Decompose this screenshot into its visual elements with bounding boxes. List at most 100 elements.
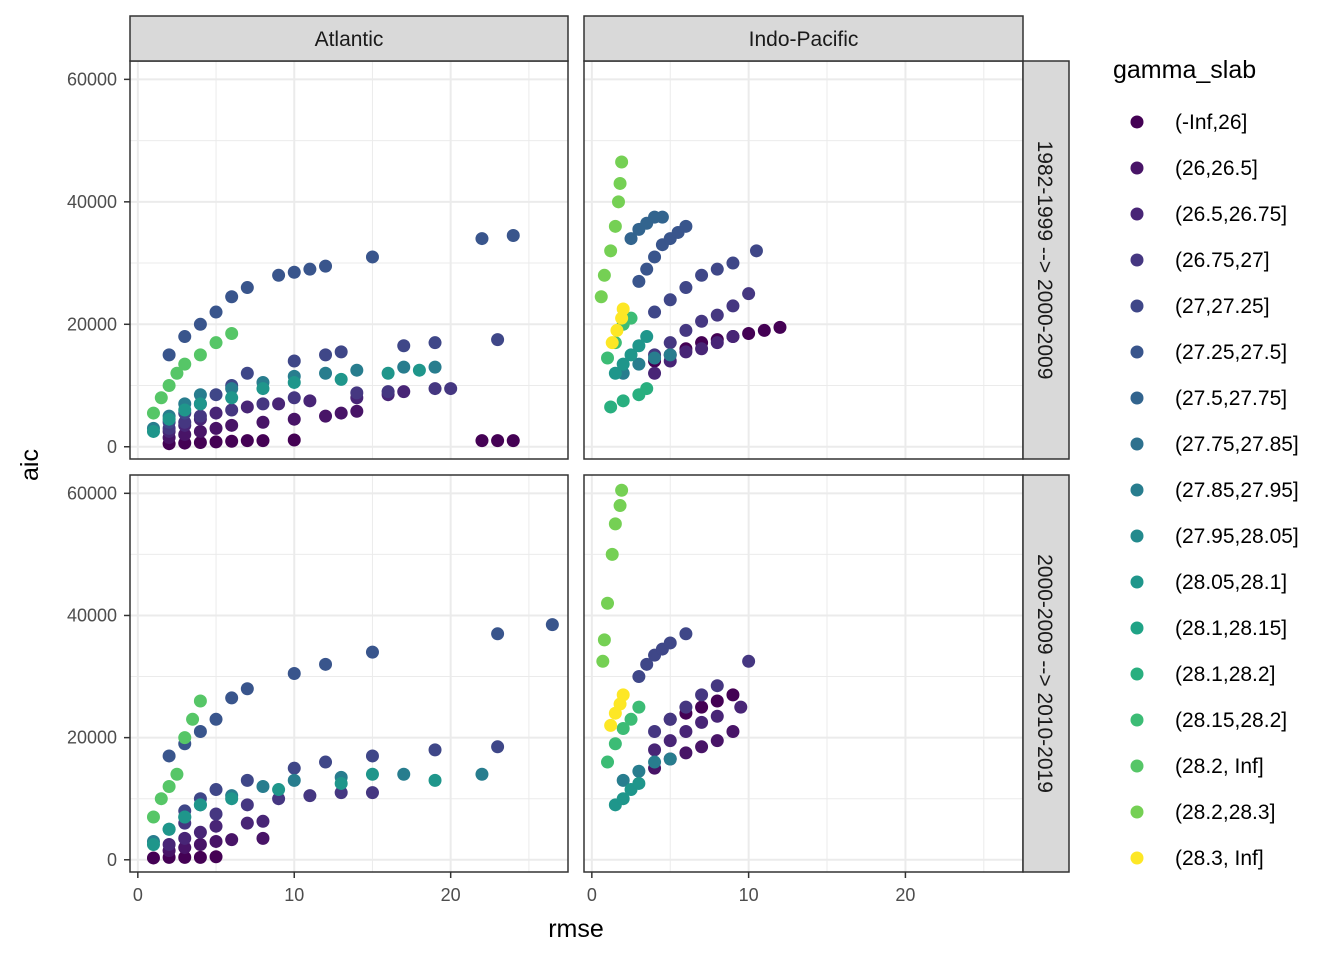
data-point [632, 274, 646, 288]
data-point [162, 348, 176, 362]
series-(27.25,27.5] [162, 618, 559, 763]
legend-key [1130, 713, 1144, 727]
data-point [319, 755, 333, 769]
legend-key [1130, 115, 1144, 129]
data-point [596, 654, 610, 668]
data-point [695, 740, 709, 754]
series-(28.2,28.3] [596, 483, 629, 668]
legend-label: (27.5,27.75] [1175, 387, 1287, 410]
series-(28.15,28.2] [601, 700, 646, 769]
data-point [491, 627, 505, 641]
data-point [319, 348, 333, 362]
data-point [225, 691, 239, 705]
series-(26,26.5] [162, 404, 364, 445]
legend-label: (27.25,27.5] [1175, 341, 1287, 364]
data-point [272, 783, 286, 797]
data-point [319, 366, 333, 380]
legend-key [1130, 759, 1144, 773]
panel-border [129, 474, 569, 873]
legend: gamma_slab (-Inf,26] (26,26.5] (26.5,26.75… [1113, 56, 1299, 870]
data-point [679, 323, 693, 337]
legend-label: (27.75,27.85] [1175, 433, 1299, 456]
data-point [624, 348, 638, 362]
data-point [428, 360, 442, 374]
data-point [193, 798, 207, 812]
legend-label: (28.2, Inf] [1175, 755, 1264, 778]
data-point [491, 333, 505, 347]
panel-1-0 [583, 60, 1024, 460]
data-point [209, 305, 223, 319]
legend-key [1130, 621, 1144, 635]
panel-0-0 [129, 60, 569, 460]
data-point [209, 783, 223, 797]
data-point [146, 406, 160, 420]
data-point [611, 195, 625, 209]
data-point [193, 388, 207, 402]
data-point [604, 244, 618, 258]
data-point [648, 305, 662, 319]
data-point [616, 302, 630, 316]
data-point [209, 834, 223, 848]
panel-background [130, 475, 568, 872]
data-point [648, 743, 662, 757]
data-point [710, 734, 724, 748]
data-point [679, 345, 693, 359]
data-point [178, 428, 192, 442]
data-point [648, 366, 662, 380]
data-point [162, 379, 176, 393]
data-point [594, 290, 608, 304]
data-point [648, 755, 662, 769]
legend-entry: (28.2,28.3] [1130, 801, 1275, 824]
data-point [256, 397, 270, 411]
data-point [178, 841, 192, 855]
series-(28.05,28.1] [146, 767, 442, 852]
data-point [225, 391, 239, 405]
legend-title: gamma_slab [1113, 56, 1256, 84]
data-point [397, 360, 411, 374]
data-point [225, 290, 239, 304]
data-point [679, 746, 693, 760]
data-point [209, 712, 223, 726]
legend-key [1130, 161, 1144, 175]
data-point [146, 851, 160, 865]
data-point [695, 342, 709, 356]
series-(28.3, Inf] [605, 302, 630, 350]
data-point [412, 363, 426, 377]
data-point [695, 715, 709, 729]
data-point [178, 330, 192, 344]
data-point [256, 415, 270, 429]
data-point [604, 718, 618, 732]
data-point [491, 740, 505, 754]
legend-entry: (27.25,27.5] [1130, 341, 1287, 364]
data-point [615, 483, 629, 497]
data-point [679, 700, 693, 714]
data-point [613, 499, 627, 513]
legend-key [1130, 391, 1144, 405]
legend-label: (27.95,28.05] [1175, 525, 1299, 548]
legend-label: (26.5,26.75] [1175, 203, 1287, 226]
legend-key [1130, 345, 1144, 359]
data-point [193, 435, 207, 449]
row-strip-label: 1982-1999 --> 2000-2009 [1033, 141, 1056, 380]
data-point [303, 262, 317, 276]
y-tick-label: 20000 [67, 728, 117, 748]
data-point [162, 822, 176, 836]
data-point [663, 752, 677, 766]
series-(27.85,27.95] [616, 752, 677, 787]
data-point [545, 618, 559, 632]
legend-entry: (26.5,26.75] [1130, 203, 1287, 226]
data-point [256, 779, 270, 793]
legend-entry: (27.85,27.95] [1130, 479, 1299, 502]
legend-entry: (28.1,28.15] [1130, 617, 1287, 640]
legend-entry: (28.3, Inf] [1130, 847, 1264, 870]
series-(27,27.25] [648, 244, 763, 319]
data-point [632, 700, 646, 714]
y-tick-label: 40000 [67, 605, 117, 625]
data-point [193, 409, 207, 423]
series-(26.75,27] [648, 654, 756, 739]
x-tick-label: 10 [739, 885, 759, 905]
data-point [365, 749, 379, 763]
legend-key [1130, 437, 1144, 451]
data-point [240, 366, 254, 380]
data-point [162, 749, 176, 763]
